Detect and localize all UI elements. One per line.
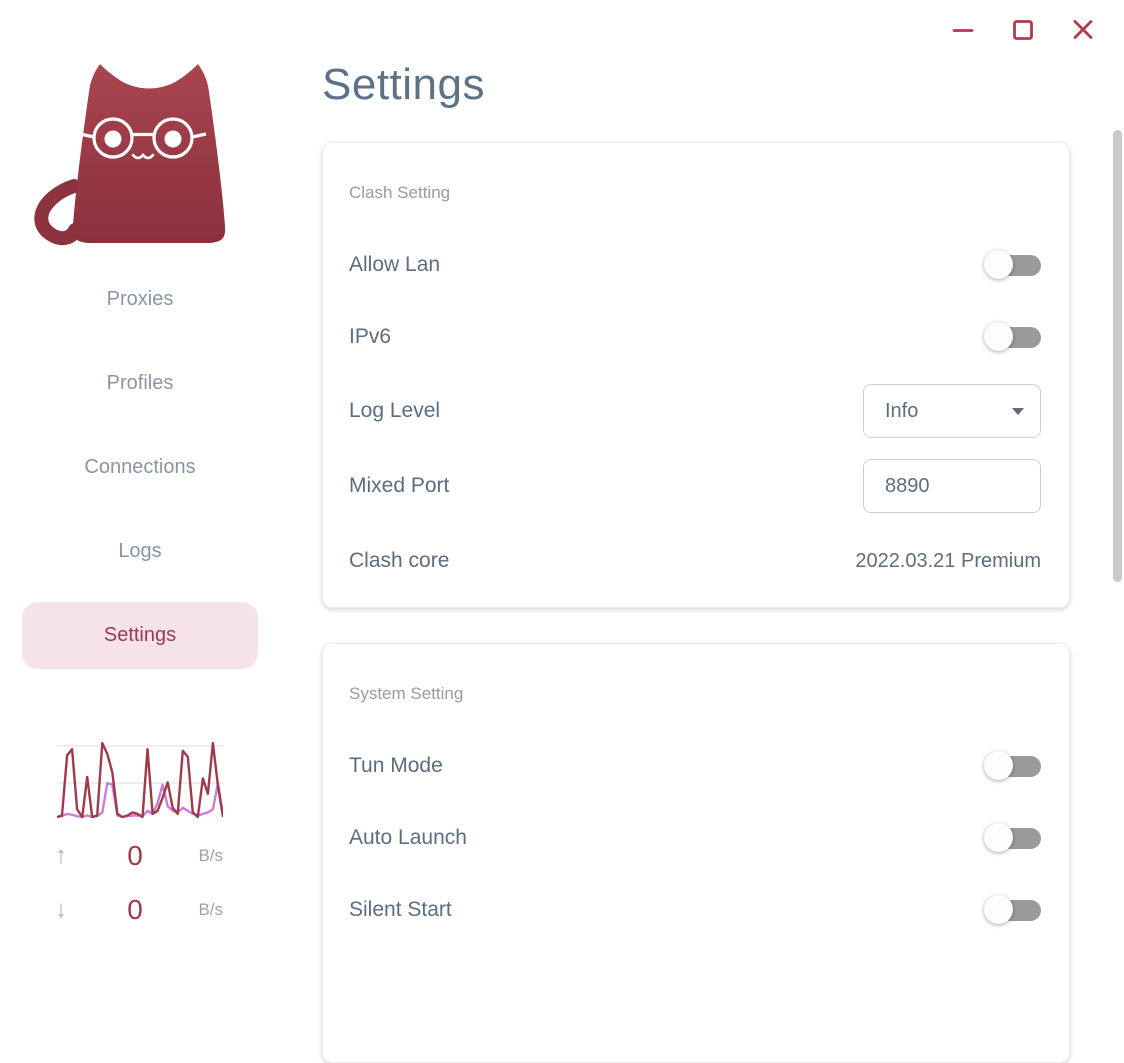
log-level-selected-value: Info bbox=[885, 399, 919, 422]
window-controls bbox=[943, 10, 1103, 50]
scrollbar-thumb[interactable] bbox=[1113, 130, 1122, 582]
toggle-knob bbox=[984, 322, 1013, 351]
download-speed-unit: B/s bbox=[198, 900, 223, 919]
row-label: Auto Launch bbox=[349, 826, 467, 849]
cat-glasses bbox=[79, 117, 207, 159]
setting-row-silent-start: Silent Start bbox=[349, 888, 1041, 932]
upload-series-line bbox=[56, 741, 225, 819]
cat-left-eye bbox=[104, 130, 122, 148]
sidebar-item-label: Settings bbox=[103, 624, 177, 646]
download-arrow-icon: ↓ bbox=[55, 896, 67, 923]
auto-launch-toggle[interactable] bbox=[984, 822, 1041, 854]
sidebar-item-connections[interactable]: Connections bbox=[22, 434, 258, 501]
sidebar-item-settings[interactable]: Settings bbox=[22, 602, 258, 669]
setting-row-allow-lan: Allow Lan bbox=[349, 243, 1041, 287]
tun-mode-toggle[interactable] bbox=[984, 750, 1041, 782]
setting-row-tun-mode: Tun Mode bbox=[349, 744, 1041, 788]
card-title: Clash Setting bbox=[349, 183, 451, 202]
toggle-knob bbox=[984, 751, 1013, 780]
upload-speed-unit: B/s bbox=[198, 846, 223, 865]
toggle-knob bbox=[984, 895, 1013, 924]
close-button[interactable] bbox=[1063, 10, 1103, 50]
setting-row-clash-core: Clash core 2022.03.21 Premium bbox=[349, 539, 1041, 583]
clash-core-version: 2022.03.21 Premium bbox=[855, 549, 1041, 572]
row-label: Mixed Port bbox=[349, 474, 450, 497]
cat-right-eye bbox=[164, 130, 182, 148]
card-title: System Setting bbox=[349, 684, 464, 703]
upload-speed-value: 0 bbox=[127, 840, 143, 871]
upload-speed-row: ↑ 0 B/s bbox=[55, 839, 223, 873]
row-label: Tun Mode bbox=[349, 754, 443, 777]
sidebar: Proxies Profiles Connections Logs Settin… bbox=[0, 0, 280, 937]
cat-mouth bbox=[131, 152, 155, 160]
allow-lan-toggle[interactable] bbox=[984, 249, 1041, 281]
row-label: IPv6 bbox=[349, 325, 392, 348]
page-title: Settings bbox=[322, 60, 485, 109]
log-level-select[interactable]: Info bbox=[863, 384, 1041, 438]
cat-tail bbox=[34, 179, 82, 246]
clash-setting-card: Clash Setting Allow Lan IPv6 Log Level bbox=[322, 142, 1070, 608]
row-label: Clash core bbox=[349, 549, 450, 572]
ipv6-toggle[interactable] bbox=[984, 321, 1041, 353]
download-speed-row: ↓ 0 B/s bbox=[55, 893, 223, 927]
system-setting-card: System Setting Tun Mode Auto Launch Sile… bbox=[322, 643, 1070, 1063]
download-speed-value: 0 bbox=[127, 894, 143, 925]
maximize-icon bbox=[1013, 20, 1033, 40]
sidebar-item-label: Profiles bbox=[106, 372, 174, 394]
close-icon bbox=[1073, 20, 1093, 39]
toggle-knob bbox=[984, 250, 1013, 279]
sidebar-item-label: Connections bbox=[84, 456, 196, 478]
setting-row-auto-launch: Auto Launch bbox=[349, 816, 1041, 860]
maximize-button[interactable] bbox=[1003, 10, 1043, 50]
setting-row-mixed-port: Mixed Port bbox=[349, 459, 1041, 513]
upload-arrow-icon: ↑ bbox=[55, 842, 67, 869]
minimize-button[interactable] bbox=[943, 10, 983, 50]
minimize-icon bbox=[952, 29, 974, 32]
sidebar-item-label: Logs bbox=[118, 540, 162, 562]
toggle-knob bbox=[984, 823, 1013, 852]
row-label: Silent Start bbox=[349, 898, 452, 921]
traffic-chart bbox=[56, 738, 225, 822]
sidebar-item-label: Proxies bbox=[106, 288, 174, 310]
cat-body bbox=[72, 64, 226, 243]
sidebar-item-profiles[interactable]: Profiles bbox=[22, 350, 258, 417]
silent-start-toggle[interactable] bbox=[984, 894, 1041, 926]
chevron-down-icon bbox=[1012, 407, 1024, 415]
row-label: Allow Lan bbox=[349, 253, 441, 276]
clash-cat-logo bbox=[34, 64, 226, 246]
setting-row-ipv6: IPv6 bbox=[349, 315, 1041, 359]
sidebar-item-proxies[interactable]: Proxies bbox=[22, 266, 258, 333]
mixed-port-input[interactable] bbox=[863, 459, 1041, 513]
setting-row-log-level: Log Level Info bbox=[349, 384, 1041, 438]
row-label: Log Level bbox=[349, 399, 441, 422]
sidebar-item-logs[interactable]: Logs bbox=[22, 518, 258, 585]
